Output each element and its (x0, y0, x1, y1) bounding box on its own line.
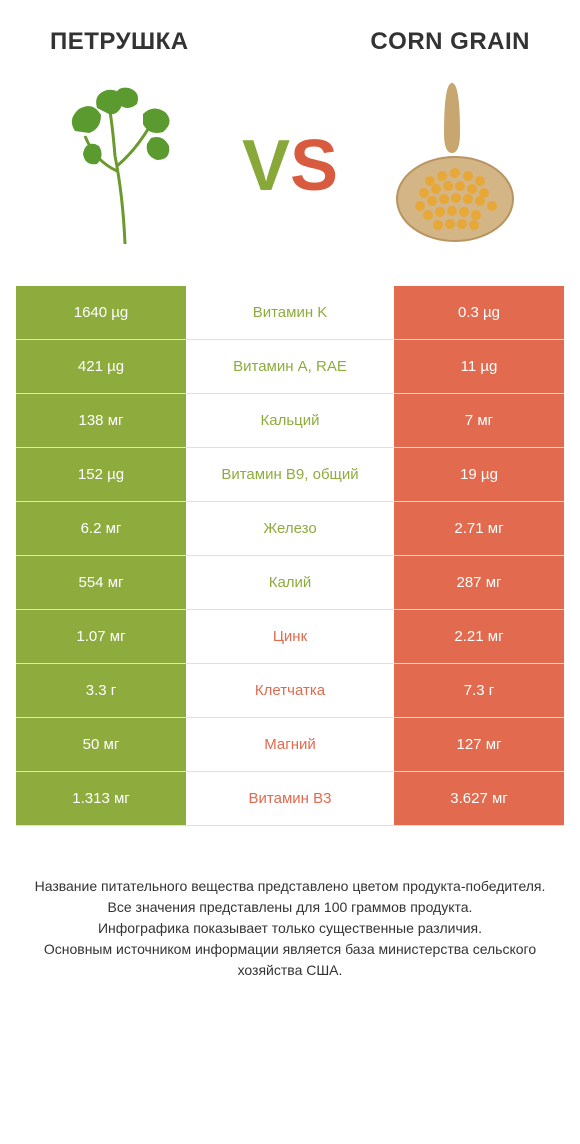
left-value: 554 мг (16, 556, 186, 609)
right-value: 2.21 мг (394, 610, 564, 663)
table-row: 3.3 гКлетчатка7.3 г (16, 664, 564, 718)
nutrient-label: Цинк (186, 610, 394, 663)
right-value: 287 мг (394, 556, 564, 609)
footer-line: Основным источником информации является … (30, 939, 550, 981)
corn-spoon-icon (380, 91, 530, 241)
parsley-icon (50, 91, 200, 241)
comparison-table: 1640 µgВитамин K0.3 µg421 µgВитамин A, R… (0, 286, 580, 826)
table-row: 421 µgВитамин A, RAE11 µg (16, 340, 564, 394)
footer-line: Название питательного вещества представл… (30, 876, 550, 897)
nutrient-label: Магний (186, 718, 394, 771)
right-value: 7 мг (394, 394, 564, 447)
images-row: VS (0, 66, 580, 286)
nutrient-label: Витамин B9, общий (186, 448, 394, 501)
table-row: 50 мгМагний127 мг (16, 718, 564, 772)
right-value: 7.3 г (394, 664, 564, 717)
left-value: 138 мг (16, 394, 186, 447)
nutrient-label: Витамин K (186, 286, 394, 339)
right-value: 0.3 µg (394, 286, 564, 339)
table-row: 554 мгКалий287 мг (16, 556, 564, 610)
left-value: 421 µg (16, 340, 186, 393)
left-food-title: ПЕТРУШКА (50, 28, 189, 56)
left-value: 50 мг (16, 718, 186, 771)
table-row: 138 мгКальций7 мг (16, 394, 564, 448)
nutrient-label: Калий (186, 556, 394, 609)
table-row: 1.07 мгЦинк2.21 мг (16, 610, 564, 664)
right-value: 127 мг (394, 718, 564, 771)
vs-label: VS (242, 130, 338, 202)
header: ПЕТРУШКА CORN GRAIN (0, 0, 580, 66)
right-value: 11 µg (394, 340, 564, 393)
right-value: 19 µg (394, 448, 564, 501)
left-value: 3.3 г (16, 664, 186, 717)
table-row: 152 µgВитамин B9, общий19 µg (16, 448, 564, 502)
right-value: 2.71 мг (394, 502, 564, 555)
vs-v: V (242, 126, 290, 206)
nutrient-label: Клетчатка (186, 664, 394, 717)
left-value: 152 µg (16, 448, 186, 501)
footer-line: Все значения представлены для 100 граммо… (30, 897, 550, 918)
right-value: 3.627 мг (394, 772, 564, 825)
footer-notes: Название питательного вещества представл… (0, 826, 580, 1001)
footer-line: Инфографика показывает только существенн… (30, 918, 550, 939)
table-row: 1.313 мгВитамин B33.627 мг (16, 772, 564, 826)
left-value: 1640 µg (16, 286, 186, 339)
left-value: 6.2 мг (16, 502, 186, 555)
table-row: 1640 µgВитамин K0.3 µg (16, 286, 564, 340)
right-food-title: CORN GRAIN (370, 28, 530, 56)
nutrient-label: Витамин A, RAE (186, 340, 394, 393)
vs-s: S (290, 126, 338, 206)
nutrient-label: Железо (186, 502, 394, 555)
table-row: 6.2 мгЖелезо2.71 мг (16, 502, 564, 556)
nutrient-label: Витамин B3 (186, 772, 394, 825)
left-value: 1.313 мг (16, 772, 186, 825)
nutrient-label: Кальций (186, 394, 394, 447)
left-value: 1.07 мг (16, 610, 186, 663)
